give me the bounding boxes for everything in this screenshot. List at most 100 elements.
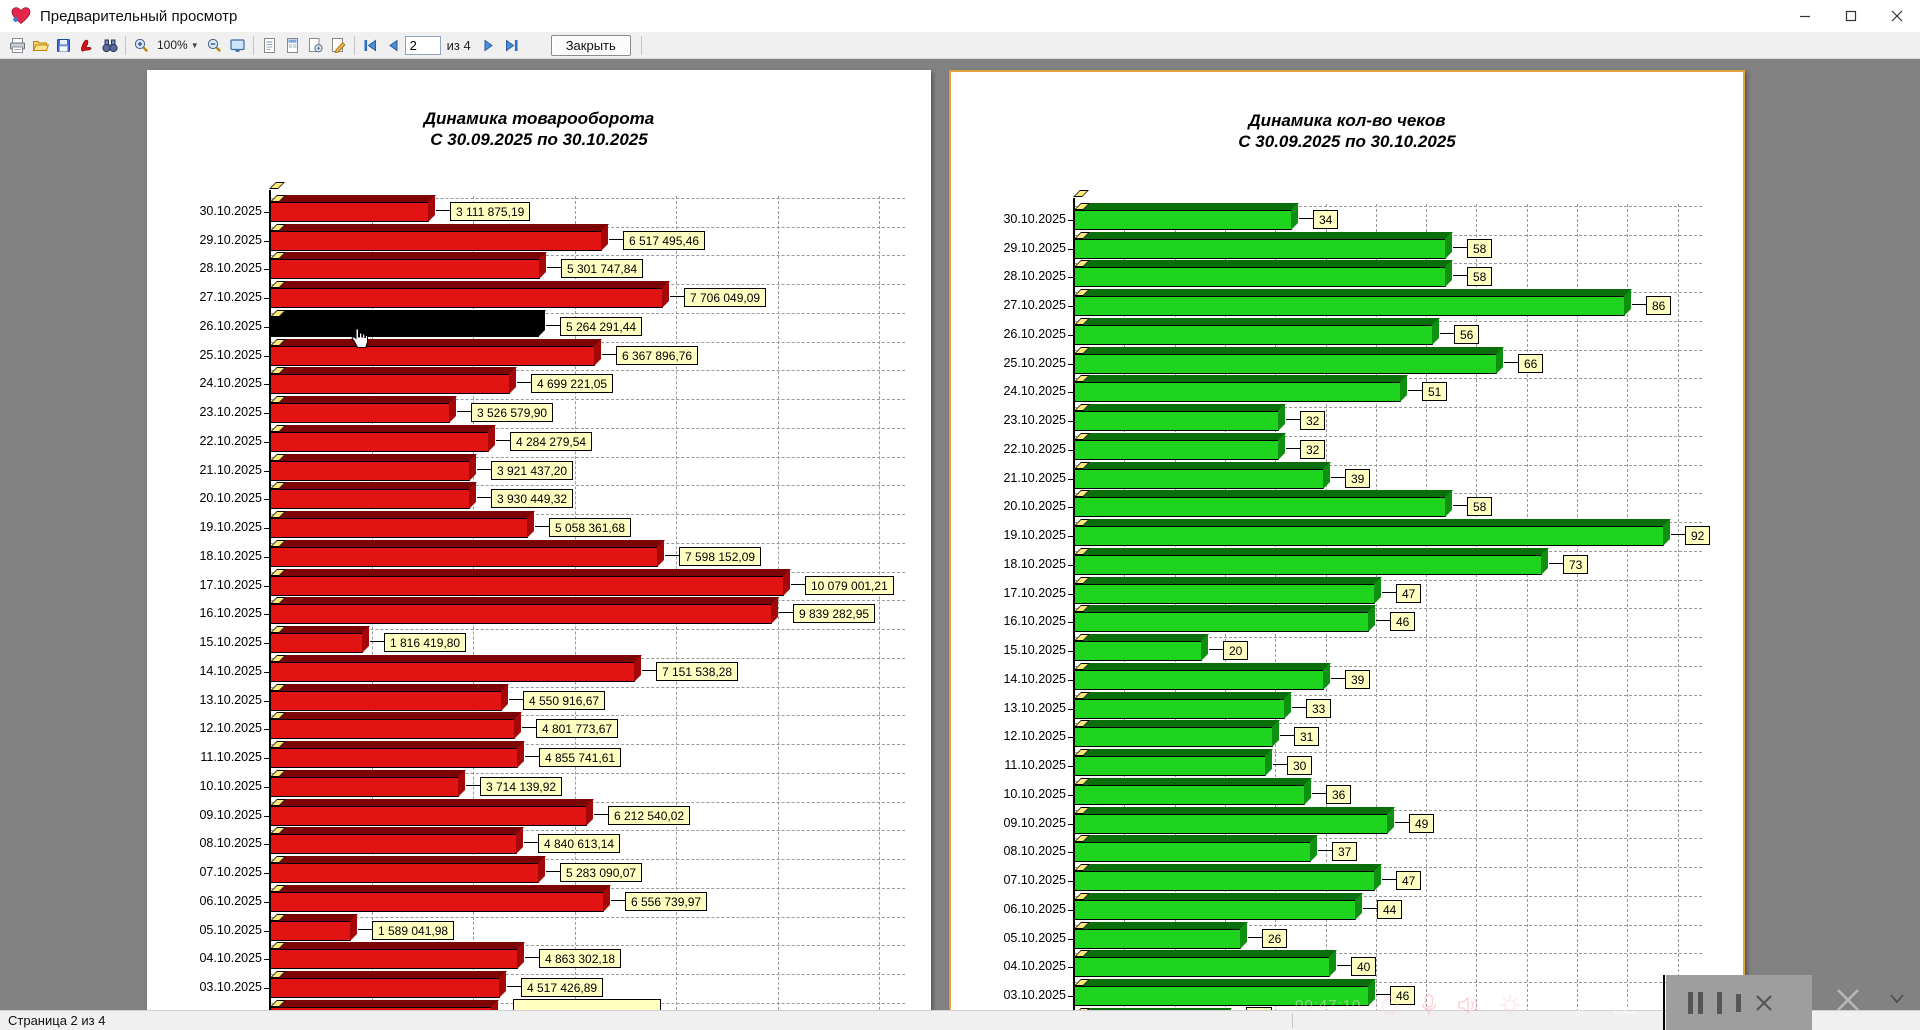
first-page-button[interactable] [359, 34, 382, 57]
chart-bar[interactable] [270, 885, 604, 912]
preview-area[interactable]: Динамика товарооборота С 30.09.2025 по 3… [0, 59, 1920, 1010]
bar-top-face [270, 511, 535, 518]
bar-side-face [514, 712, 521, 739]
chart-bar[interactable] [270, 655, 635, 682]
chart-bar[interactable] [1074, 203, 1292, 230]
chart-bar[interactable] [270, 195, 429, 222]
page-text-view-button[interactable] [258, 34, 281, 57]
chart-bar[interactable] [1074, 979, 1369, 1006]
print-button[interactable] [6, 34, 29, 57]
export-pdf-button[interactable] [75, 34, 98, 57]
value-label: 66 [1518, 354, 1544, 373]
axis-tick [1068, 594, 1073, 595]
chart-bar[interactable] [270, 971, 500, 998]
page-edit-button[interactable] [327, 34, 350, 57]
zoom-in-button[interactable] [130, 34, 153, 57]
bar-top-face [1074, 577, 1382, 584]
chart-bar[interactable] [270, 367, 510, 394]
chart-bar[interactable] [1074, 375, 1401, 402]
chart-bar[interactable] [1074, 433, 1279, 460]
chart-bar[interactable] [270, 511, 528, 538]
chart-bar[interactable] [1074, 548, 1542, 575]
chart-bar[interactable] [1074, 347, 1497, 374]
value-label: 37 [1332, 842, 1358, 861]
chart-bar-partial[interactable] [270, 1000, 492, 1010]
chart-bar[interactable] [1074, 663, 1324, 690]
chart-bar[interactable] [270, 569, 784, 596]
chart-bar[interactable] [270, 425, 489, 452]
chart-bar[interactable] [270, 540, 658, 567]
page-tools-button[interactable] [304, 34, 327, 57]
category-label: 16.10.2025 [199, 606, 262, 620]
chart-bar[interactable] [1074, 318, 1433, 345]
toolbar-separator [640, 35, 642, 55]
axis-tick [264, 471, 269, 472]
chart-bar[interactable] [270, 252, 540, 279]
chart-bar[interactable] [270, 914, 351, 941]
maximize-button[interactable] [1828, 0, 1874, 32]
find-button[interactable] [98, 34, 121, 57]
chart-bar[interactable] [270, 482, 470, 509]
chart-bar[interactable] [270, 281, 663, 308]
bar-top-face [270, 799, 594, 806]
chart-bar[interactable] [270, 799, 587, 826]
close-button[interactable] [1874, 0, 1920, 32]
chart-bar[interactable] [1074, 864, 1375, 891]
fit-page-button[interactable] [226, 34, 249, 57]
chart-bar[interactable] [270, 856, 539, 883]
zoom-level-select[interactable]: 100% ▼ [153, 35, 203, 56]
chart-bar[interactable] [1074, 462, 1324, 489]
page-number-input[interactable] [404, 35, 441, 55]
chart-bar[interactable] [1074, 490, 1446, 517]
chart-bar[interactable] [1074, 893, 1356, 920]
chart-bar[interactable] [270, 770, 459, 797]
chart-bar[interactable] [1074, 778, 1305, 805]
chart-bar[interactable] [270, 396, 450, 423]
minimize-button[interactable] [1782, 0, 1828, 32]
close-preview-button[interactable]: Закрыть [550, 34, 631, 56]
bar-side-face [362, 626, 369, 653]
chart-bar[interactable] [1074, 749, 1266, 776]
chart-bar[interactable] [1074, 289, 1625, 316]
chart-bar[interactable] [1074, 720, 1273, 747]
chart-bar[interactable] [270, 827, 517, 854]
chart-bar[interactable] [1074, 835, 1311, 862]
chart-bar[interactable] [1074, 404, 1279, 431]
open-button[interactable] [29, 34, 52, 57]
chart-bar[interactable] [270, 712, 515, 739]
chart-bar[interactable] [1074, 807, 1388, 834]
next-page-button[interactable] [477, 34, 500, 57]
zoom-out-button[interactable] [203, 34, 226, 57]
chart-bar[interactable] [1074, 950, 1330, 977]
chart-bar[interactable] [270, 626, 363, 653]
axis-tick [264, 701, 269, 702]
chart-bar[interactable] [1074, 692, 1285, 719]
chart-bar[interactable] [1074, 232, 1446, 259]
chart-bar[interactable] [1074, 634, 1202, 661]
chart-bar[interactable] [270, 684, 502, 711]
save-button[interactable] [52, 34, 75, 57]
value-label: 7 706 049,09 [684, 288, 767, 307]
chart-bar[interactable] [270, 224, 602, 251]
axis-tick [264, 442, 269, 443]
chart-bar[interactable] [270, 597, 772, 624]
page-thumbnails-button[interactable] [281, 34, 304, 57]
chart-bar[interactable] [270, 454, 470, 481]
chart-bar[interactable] [270, 310, 539, 337]
chart-bar[interactable] [1074, 605, 1369, 632]
chart-bar[interactable] [1074, 519, 1664, 546]
bar-side-face [458, 770, 465, 797]
bar-top-face [1074, 203, 1299, 210]
axis-tick [264, 931, 269, 932]
chart-bar[interactable] [1074, 260, 1446, 287]
chart-bar[interactable] [270, 741, 518, 768]
bar-top-face [1074, 462, 1331, 469]
chart-bar[interactable] [1074, 577, 1375, 604]
last-page-button[interactable] [500, 34, 523, 57]
bar-side-face [1278, 404, 1285, 431]
chart-bar[interactable] [270, 339, 595, 366]
chart-bar[interactable] [1074, 922, 1241, 949]
chart-bar[interactable] [270, 942, 518, 969]
prev-page-button[interactable] [382, 34, 405, 57]
axis-tick [1068, 709, 1073, 710]
